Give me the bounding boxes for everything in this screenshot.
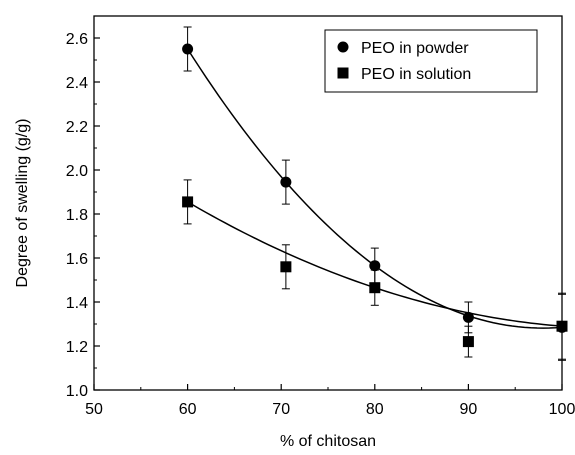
legend: PEO in powder PEO in solution — [324, 29, 538, 93]
data-point-powder — [462, 311, 474, 323]
legend-label-solution: PEO in solution — [361, 66, 471, 83]
y-tick-label: 2.4 — [66, 75, 88, 92]
x-tick-label: 90 — [460, 401, 478, 418]
x-tick-label: 100 — [549, 401, 575, 418]
data-point-powder — [182, 43, 194, 55]
data-point-powder — [280, 176, 292, 188]
y-axis-title: Degree of swelling (g/g) — [14, 119, 31, 288]
x-tick-label: 80 — [366, 401, 384, 418]
legend-marker-solution — [337, 67, 349, 79]
data-markers — [182, 43, 568, 348]
data-point-solution — [369, 282, 381, 294]
x-tick-label: 70 — [272, 401, 290, 418]
y-tick-label: 2.6 — [66, 31, 88, 48]
y-tick-label: 1.2 — [66, 339, 88, 356]
y-tick-label: 2.0 — [66, 163, 88, 180]
legend-marker-powder — [337, 41, 349, 53]
y-tick-label: 2.2 — [66, 119, 88, 136]
data-point-solution — [462, 336, 474, 348]
legend-box — [324, 29, 538, 93]
y-axis: 1.0 1.2 1.4 1.6 1.8 2.0 2.2 2.4 2.6 — [66, 31, 100, 400]
x-tick-label: 60 — [179, 401, 197, 418]
y-tick-label: 1.0 — [66, 383, 88, 400]
legend-label-powder: PEO in powder — [361, 40, 469, 57]
x-axis: 50 60 70 80 90 100 — [85, 384, 575, 418]
x-tick-label: 50 — [85, 401, 103, 418]
data-point-powder — [369, 260, 381, 272]
x-axis-title: % of chitosan — [280, 433, 376, 450]
y-tick-label: 1.8 — [66, 207, 88, 224]
data-point-solution — [182, 196, 194, 208]
data-point-solution — [280, 261, 292, 273]
y-tick-label: 1.6 — [66, 251, 88, 268]
y-tick-label: 1.4 — [66, 295, 88, 312]
data-point-solution — [556, 320, 568, 332]
